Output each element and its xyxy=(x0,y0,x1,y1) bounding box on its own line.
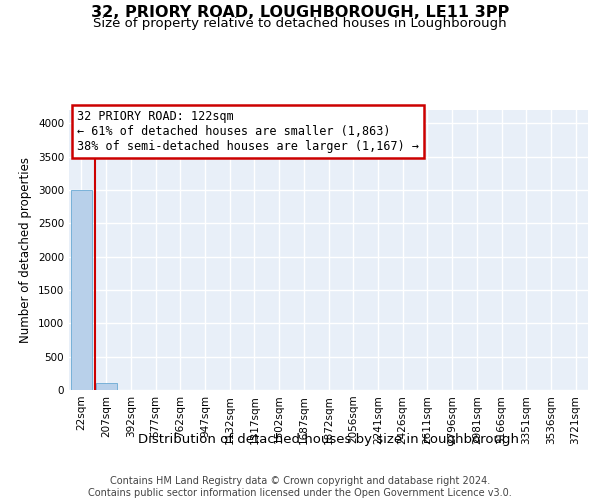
Bar xyxy=(95,382,116,390)
Text: Distribution of detached houses by size in Loughborough: Distribution of detached houses by size … xyxy=(139,432,519,446)
Text: Size of property relative to detached houses in Loughborough: Size of property relative to detached ho… xyxy=(93,18,507,30)
Text: Contains HM Land Registry data © Crown copyright and database right 2024.
Contai: Contains HM Land Registry data © Crown c… xyxy=(88,476,512,498)
Text: 32 PRIORY ROAD: 122sqm
← 61% of detached houses are smaller (1,863)
38% of semi-: 32 PRIORY ROAD: 122sqm ← 61% of detached… xyxy=(77,110,419,153)
Bar xyxy=(71,190,92,390)
Y-axis label: Number of detached properties: Number of detached properties xyxy=(19,157,32,343)
Text: 32, PRIORY ROAD, LOUGHBOROUGH, LE11 3PP: 32, PRIORY ROAD, LOUGHBOROUGH, LE11 3PP xyxy=(91,5,509,20)
